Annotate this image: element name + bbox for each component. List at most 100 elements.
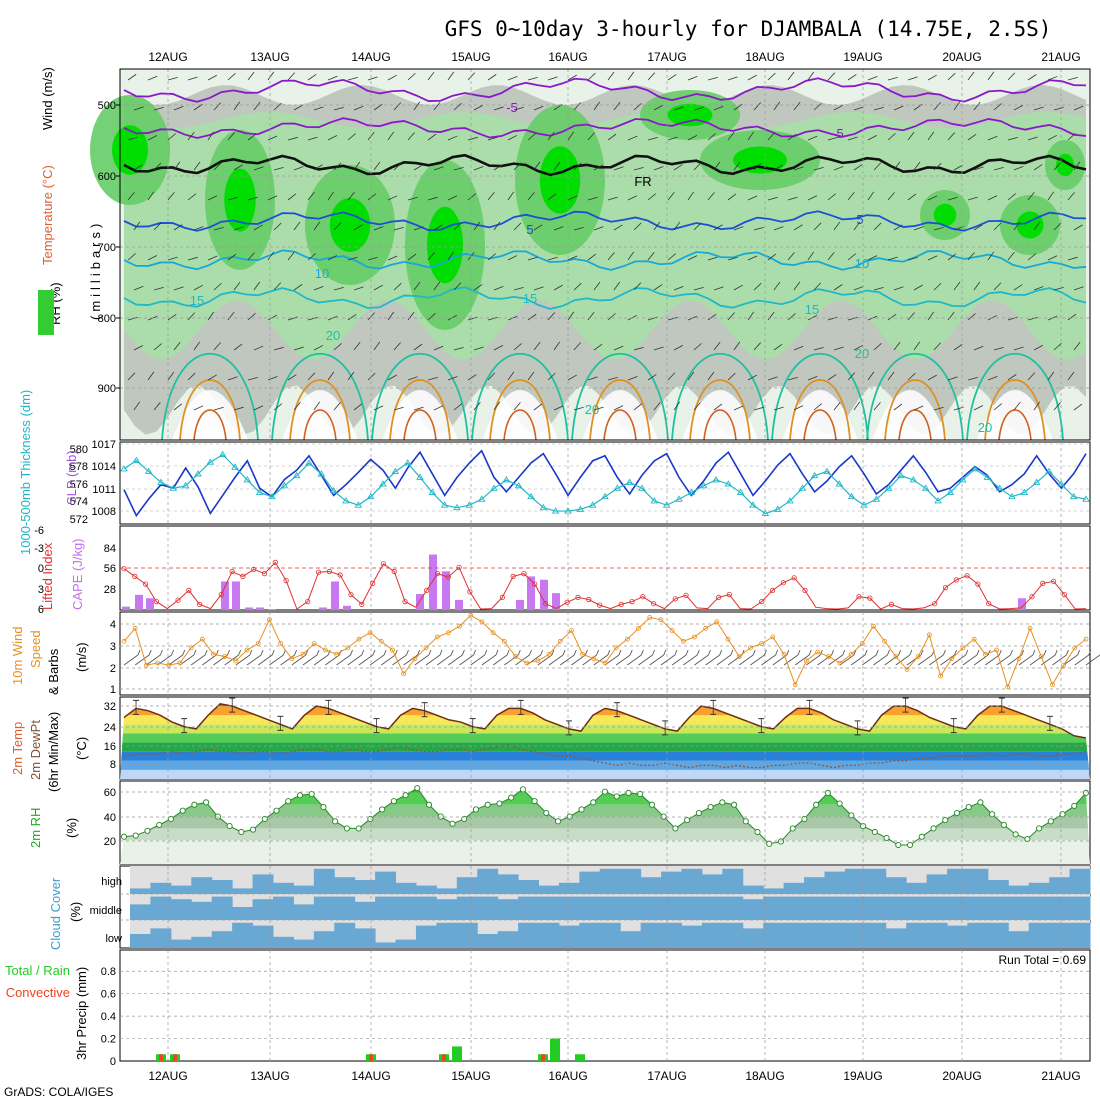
surface-rh-panel: 60 40 20 2m RH (%) — [28, 780, 1091, 865]
contour-label: 15 — [805, 302, 819, 317]
wind-barb — [273, 403, 283, 411]
thickness-marker — [157, 478, 165, 485]
rh-marker — [425, 801, 433, 808]
precip-tick-label: 0 — [110, 1056, 116, 1068]
convective-cell — [782, 390, 858, 440]
slp-tick-label: 1008 — [92, 506, 116, 518]
thickness-marker — [342, 497, 350, 504]
cape-bar — [331, 581, 339, 610]
thickness-marker — [305, 459, 313, 466]
wind-marker — [647, 615, 653, 620]
surface-wind-barb-flag — [1043, 649, 1047, 656]
pressure-tick-label: 500 — [98, 100, 116, 112]
wind-barb — [213, 282, 222, 291]
convective-cell — [382, 390, 458, 440]
thickness-marker — [761, 509, 770, 517]
bottom-x-label: 15AUG — [451, 1069, 490, 1083]
wind-marker — [636, 625, 641, 631]
rh-marker — [813, 801, 820, 808]
wind-barb — [873, 287, 884, 291]
contour-25 — [389, 379, 451, 441]
wind-barb — [1067, 192, 1075, 201]
temp-tick-label: 8 — [110, 759, 116, 771]
wind-barb — [933, 342, 942, 351]
wind-barb — [1067, 77, 1078, 81]
rh-marker — [918, 833, 925, 840]
li-marker — [348, 591, 354, 598]
thickness-marker — [502, 476, 511, 483]
wind-barb — [333, 222, 342, 231]
wind-barb — [787, 377, 798, 381]
thickness-marker — [551, 507, 560, 514]
wind-marker — [669, 628, 675, 633]
surface-wind-barb — [917, 654, 933, 666]
surface-wind-barb-flag — [607, 649, 611, 656]
li-marker — [499, 594, 505, 601]
wind-marker — [1027, 625, 1033, 631]
wind-marker — [468, 612, 474, 618]
rh-marker — [930, 825, 937, 832]
li-marker — [218, 591, 224, 598]
rh-marker — [179, 807, 186, 814]
wind-barb — [573, 102, 582, 111]
cloud-cell — [599, 896, 621, 920]
surface-wind-barb-flag — [506, 649, 510, 656]
cloud-cell — [477, 934, 499, 948]
wind-barb — [627, 251, 635, 261]
precip-tick-label: 0.2 — [101, 1034, 116, 1046]
cloud-cell — [518, 896, 540, 920]
thickness-marker — [675, 495, 683, 502]
wind-barb — [393, 162, 402, 171]
li-marker — [186, 587, 192, 594]
temp-label-1: 2m Temp — [10, 722, 25, 775]
wind-marker — [602, 660, 608, 666]
thickness-marker — [798, 484, 807, 491]
wind-barb — [787, 196, 798, 201]
wind-marker — [121, 638, 127, 644]
wind-barb — [873, 106, 884, 111]
wind-barb — [167, 133, 176, 141]
thickness-marker — [268, 492, 276, 500]
surface-wind-barb-flag — [1088, 649, 1092, 656]
wind-marker — [1016, 656, 1022, 662]
surface-wind-barb — [392, 654, 407, 666]
wind-barb — [133, 401, 141, 411]
wind-barb — [127, 372, 136, 381]
wind-barb — [173, 105, 184, 111]
surface-wind-barb-flag — [350, 649, 353, 656]
wind-marker — [311, 641, 317, 646]
wind-barb — [787, 71, 795, 81]
wind-barb — [773, 164, 783, 171]
wind-barb — [993, 103, 1002, 111]
cloud-cell — [313, 931, 335, 948]
li-marker — [380, 561, 387, 567]
wind-barb — [527, 313, 537, 321]
wind-barb — [673, 221, 681, 231]
wind-barb — [647, 193, 657, 201]
li-marker — [942, 584, 949, 591]
wind-barb — [347, 76, 358, 81]
precip-grid — [120, 950, 1090, 1061]
rh-marker — [719, 799, 726, 806]
li-marker — [359, 601, 365, 608]
thickness-marker — [218, 450, 227, 458]
thickness-marker — [416, 473, 424, 480]
rh-band — [120, 804, 1090, 817]
rh-marker — [214, 813, 221, 820]
thickness-marker — [403, 459, 412, 466]
cape-tick-label: 84 — [104, 543, 116, 555]
wind-marker — [479, 619, 485, 625]
wind-barb — [227, 132, 235, 141]
cloud-cell — [987, 880, 1009, 894]
wind-barb — [827, 72, 836, 81]
wind-barb — [753, 227, 764, 231]
wind-barb — [613, 101, 621, 111]
contour-label: 15 — [523, 291, 537, 306]
wind-barb — [307, 372, 316, 381]
wind-barb — [893, 403, 903, 411]
temperature-label: Temperature (°C) — [40, 165, 55, 265]
wind-barb — [1047, 191, 1055, 201]
rh-core — [539, 146, 581, 214]
thickness-marker — [564, 507, 572, 514]
wind-barb — [487, 253, 496, 261]
